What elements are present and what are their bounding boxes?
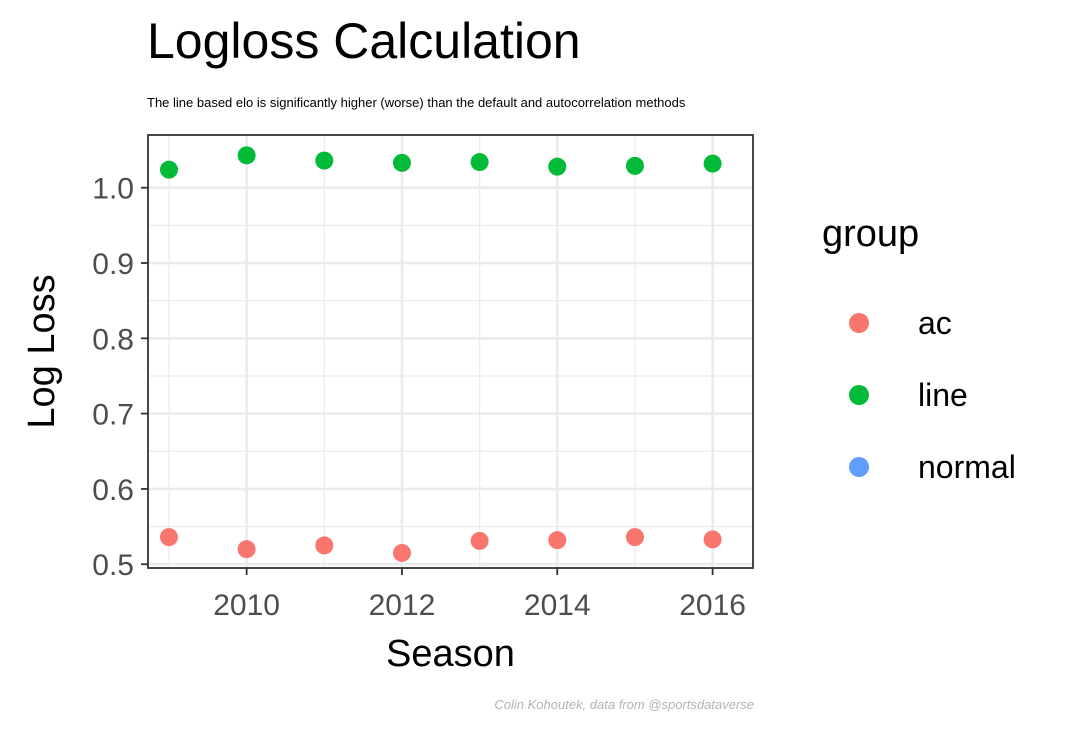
y-tick-label: 0.8 [92, 323, 134, 356]
x-tick-label: 2012 [369, 589, 436, 622]
legend-item-line: line [822, 359, 968, 431]
legend-title: group [822, 213, 920, 255]
x-tick-label: 2014 [524, 589, 591, 622]
x-tick-label: 2016 [679, 589, 746, 622]
y-tick-label: 1.0 [92, 173, 134, 206]
data-point-line [703, 154, 722, 173]
caption: Colin Kohoutek, data from @sportsdataver… [494, 697, 754, 712]
data-point-line [159, 160, 178, 179]
data-point-line [237, 146, 256, 165]
legend-key-ac [849, 313, 869, 333]
y-tick-label: 0.5 [92, 549, 134, 582]
data-point-ac [159, 528, 178, 547]
x-tick-label: 2010 [213, 589, 280, 622]
legend-key-line [849, 385, 869, 405]
chart-title: Logloss Calculation [147, 13, 581, 69]
data-point-ac [703, 530, 722, 549]
x-axis-title: Season [386, 633, 515, 675]
plot-panel-border [147, 134, 754, 569]
legend-item-ac: ac [822, 287, 952, 359]
y-tick-label: 0.6 [92, 474, 134, 507]
data-point-ac [237, 540, 256, 559]
data-point-ac [392, 543, 411, 562]
data-point-ac [470, 531, 489, 550]
data-point-ac [625, 528, 644, 547]
data-point-line [392, 153, 411, 172]
data-point-line [470, 153, 489, 172]
data-point-line [625, 156, 644, 175]
legend-label-ac: ac [918, 304, 952, 341]
y-axis-title: Log Loss [21, 274, 63, 428]
legend-key-normal [849, 457, 869, 477]
legend-label-line: line [918, 376, 968, 413]
legend: group ac line normal [822, 213, 1016, 503]
data-point-ac [548, 531, 567, 550]
legend-label-normal: normal [918, 448, 1016, 485]
legend-item-normal: normal [822, 431, 1016, 503]
data-point-line [315, 151, 334, 170]
data-point-line [548, 157, 567, 176]
data-point-ac [315, 536, 334, 555]
chart-subtitle: The line based elo is significantly high… [147, 95, 686, 110]
y-tick-label: 0.9 [92, 248, 134, 281]
y-tick-label: 0.7 [92, 399, 134, 432]
